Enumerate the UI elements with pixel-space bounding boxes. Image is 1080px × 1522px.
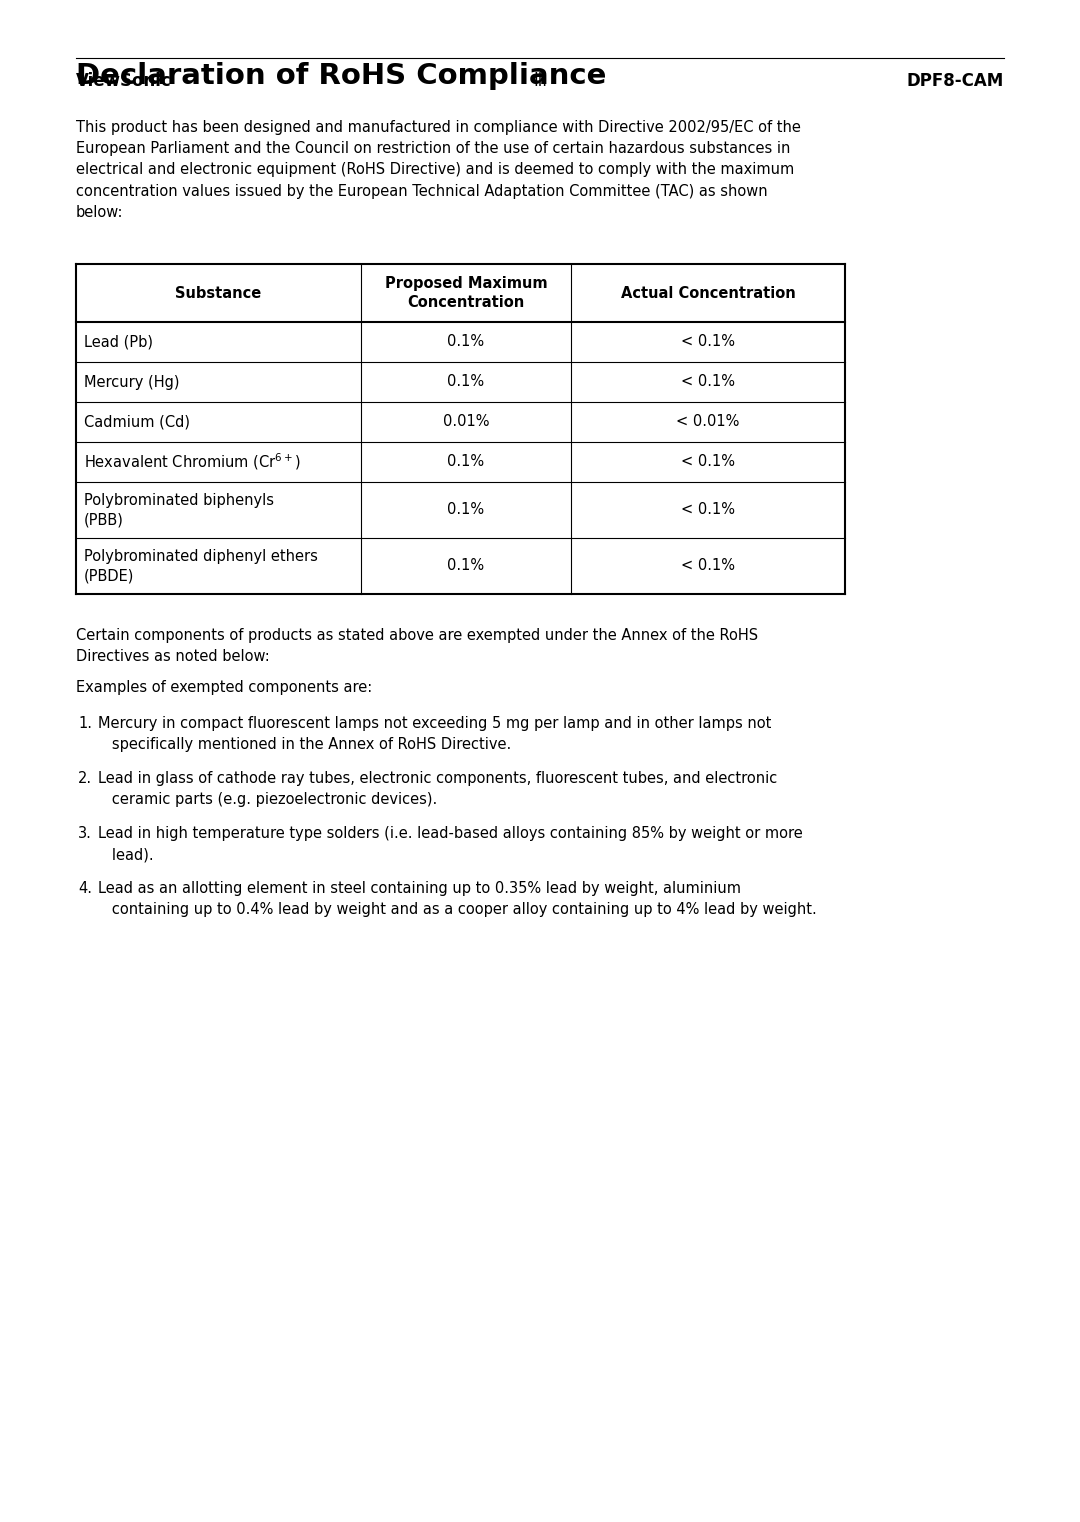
Text: Polybrominated diphenyl ethers
(PBDE): Polybrominated diphenyl ethers (PBDE) [84,549,318,583]
Text: DPF8-CAM: DPF8-CAM [907,72,1004,90]
Text: 4.: 4. [78,881,92,896]
Text: < 0.1%: < 0.1% [681,502,735,517]
Text: Examples of exempted components are:: Examples of exempted components are: [76,680,373,696]
Text: Mercury (Hg): Mercury (Hg) [84,374,179,390]
Text: Proposed Maximum
Concentration: Proposed Maximum Concentration [384,275,548,310]
Text: 1.: 1. [78,715,92,731]
Text: 2.: 2. [78,772,92,785]
Text: Hexavalent Chromium (Cr$^{6+}$): Hexavalent Chromium (Cr$^{6+}$) [84,452,301,472]
Text: Lead in high temperature type solders (i.e. lead-based alloys containing 85% by : Lead in high temperature type solders (i… [98,826,802,863]
Text: Polybrominated biphenyls
(PBB): Polybrominated biphenyls (PBB) [84,493,274,527]
Text: < 0.01%: < 0.01% [676,414,740,429]
Text: 3.: 3. [78,826,92,842]
Text: Certain components of products as stated above are exempted under the Annex of t: Certain components of products as stated… [76,629,758,664]
Text: iii: iii [534,72,546,90]
Text: 0.1%: 0.1% [447,374,485,390]
Text: Mercury in compact fluorescent lamps not exceeding 5 mg per lamp and in other la: Mercury in compact fluorescent lamps not… [98,715,771,752]
Text: ViewSonic: ViewSonic [76,72,172,90]
Text: < 0.1%: < 0.1% [681,559,735,574]
Text: Substance: Substance [175,286,261,300]
Text: 0.01%: 0.01% [443,414,489,429]
Text: Lead as an allotting element in steel containing up to 0.35% lead by weight, alu: Lead as an allotting element in steel co… [98,881,816,918]
Text: Cadmium (Cd): Cadmium (Cd) [84,414,190,429]
Text: < 0.1%: < 0.1% [681,455,735,469]
Text: 0.1%: 0.1% [447,335,485,350]
Text: 0.1%: 0.1% [447,559,485,574]
Text: < 0.1%: < 0.1% [681,374,735,390]
Text: Lead (Pb): Lead (Pb) [84,335,153,350]
Text: This product has been designed and manufactured in compliance with Directive 200: This product has been designed and manuf… [76,120,801,221]
Text: Lead in glass of cathode ray tubes, electronic components, fluorescent tubes, an: Lead in glass of cathode ray tubes, elec… [98,772,778,807]
Text: < 0.1%: < 0.1% [681,335,735,350]
Text: Declaration of RoHS Compliance: Declaration of RoHS Compliance [76,62,606,90]
Text: 0.1%: 0.1% [447,502,485,517]
Text: 0.1%: 0.1% [447,455,485,469]
Text: Actual Concentration: Actual Concentration [621,286,795,300]
